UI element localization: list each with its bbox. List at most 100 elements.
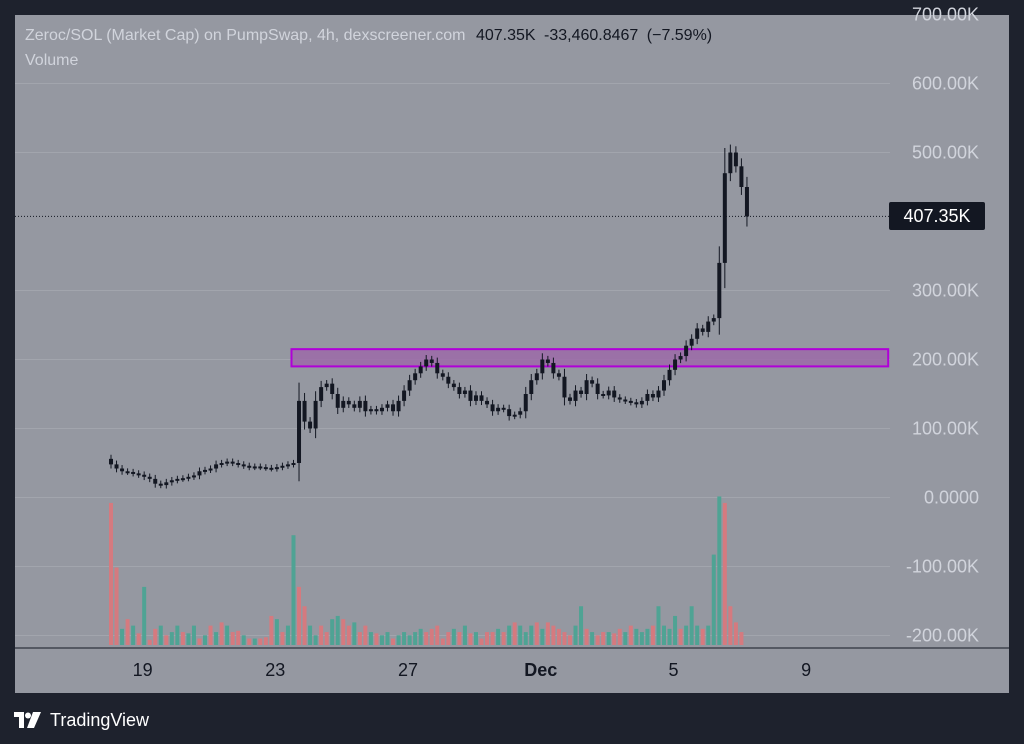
- candle-body: [617, 397, 622, 400]
- candle-body: [717, 262, 722, 319]
- candle-body: [711, 318, 716, 322]
- candle-body: [485, 400, 490, 405]
- volume-bar: [485, 632, 490, 645]
- volume-bar: [180, 632, 185, 645]
- candle-body: [706, 321, 711, 332]
- volume-bar: [529, 625, 534, 645]
- candle-body: [468, 390, 473, 401]
- volume-legend: Volume: [25, 52, 79, 69]
- candle-body: [612, 390, 617, 398]
- volume-bar: [285, 625, 290, 645]
- volume-bar: [656, 606, 661, 645]
- candle-body: [590, 380, 595, 384]
- last-price-badge: 407.35K: [889, 202, 985, 230]
- candle-body: [247, 465, 252, 468]
- volume-bar: [584, 628, 589, 645]
- x-tick-label: 9: [801, 660, 812, 680]
- candle-body: [258, 466, 263, 469]
- volume-bar: [556, 628, 561, 645]
- volume-bar: [684, 625, 689, 645]
- candle-body: [302, 400, 307, 422]
- volume-bar: [252, 638, 257, 645]
- volume-bar: [413, 632, 418, 645]
- volume-bar: [700, 628, 705, 645]
- candle-body: [164, 482, 169, 486]
- footer-branding[interactable]: TradingView: [14, 708, 149, 732]
- resistance-zone[interactable]: [290, 348, 890, 368]
- volume-bar: [468, 633, 473, 645]
- candle-body: [319, 387, 324, 401]
- candle-body: [120, 468, 125, 472]
- volume-bar: [363, 625, 368, 645]
- chart-canvas[interactable]: [15, 15, 1009, 693]
- candle-body: [191, 475, 196, 478]
- candle-body: [462, 390, 467, 394]
- candle-body: [656, 390, 661, 398]
- candle-body: [346, 400, 351, 405]
- volume-bar: [645, 628, 650, 645]
- volume-bar: [214, 632, 219, 645]
- candle-body: [700, 328, 705, 332]
- volume-bar: [717, 496, 722, 645]
- volume-bar: [308, 625, 313, 645]
- volume-bar: [258, 638, 263, 645]
- candle-body: [131, 471, 136, 474]
- volume-bar: [667, 628, 672, 645]
- volume-bar: [368, 632, 373, 645]
- candle-body: [352, 404, 357, 408]
- volume-bar: [391, 638, 396, 645]
- volume-bar: [490, 632, 495, 645]
- candle-body: [673, 359, 678, 370]
- candle-body: [418, 366, 423, 374]
- change-absolute: -33,460.8467: [544, 27, 639, 44]
- y-tick-label: -200.00K: [905, 625, 979, 645]
- volume-bar: [573, 625, 578, 645]
- candle-body: [357, 400, 362, 408]
- y-tick-label: 700.00K: [911, 4, 979, 24]
- candle-body: [606, 390, 611, 396]
- volume-bar: [457, 632, 462, 645]
- volume-bar: [114, 567, 119, 645]
- volume-bar: [341, 619, 346, 645]
- candle-body: [689, 338, 694, 346]
- last-value: 407.35K: [475, 27, 536, 44]
- candle-body: [551, 362, 556, 374]
- tradingview-brand-text: TradingView: [50, 709, 150, 730]
- candle-body: [496, 407, 501, 412]
- candle-body: [457, 387, 462, 394]
- volume-bar: [203, 635, 208, 645]
- volume-bar: [374, 633, 379, 645]
- volume-bar: [263, 637, 268, 645]
- candle-body: [473, 395, 478, 401]
- candle-body: [650, 394, 655, 398]
- volume-bar: [330, 619, 335, 645]
- candle-body: [308, 421, 313, 429]
- volume-bar: [728, 606, 733, 645]
- candle-body: [407, 380, 412, 391]
- candle-body: [595, 383, 600, 394]
- volume-bar: [125, 619, 130, 645]
- volume-bar: [695, 625, 700, 645]
- x-tick-label: 5: [668, 660, 679, 680]
- volume-bar: [689, 606, 694, 645]
- volume-bar: [319, 625, 324, 645]
- x-tick-label: Dec: [524, 660, 558, 680]
- candle-body: [363, 400, 368, 412]
- y-tick-label: 0.0000: [923, 487, 979, 507]
- volume-bar: [523, 632, 528, 645]
- chart-panel[interactable]: [15, 15, 1009, 693]
- candle-body: [341, 400, 346, 408]
- candle-body: [601, 394, 606, 396]
- candle-body: [662, 380, 666, 391]
- candle-body: [667, 369, 672, 381]
- volume-bar: [346, 625, 351, 645]
- candle-body: [639, 400, 644, 405]
- y-tick-label: 500.00K: [911, 142, 979, 162]
- volume-bar: [722, 502, 727, 645]
- x-tick-label: 19: [132, 660, 153, 680]
- volume-bar: [153, 628, 158, 645]
- volume-bar: [562, 632, 567, 645]
- volume-bar: [109, 502, 113, 645]
- volume-bar: [302, 606, 307, 645]
- volume-bar: [164, 635, 169, 645]
